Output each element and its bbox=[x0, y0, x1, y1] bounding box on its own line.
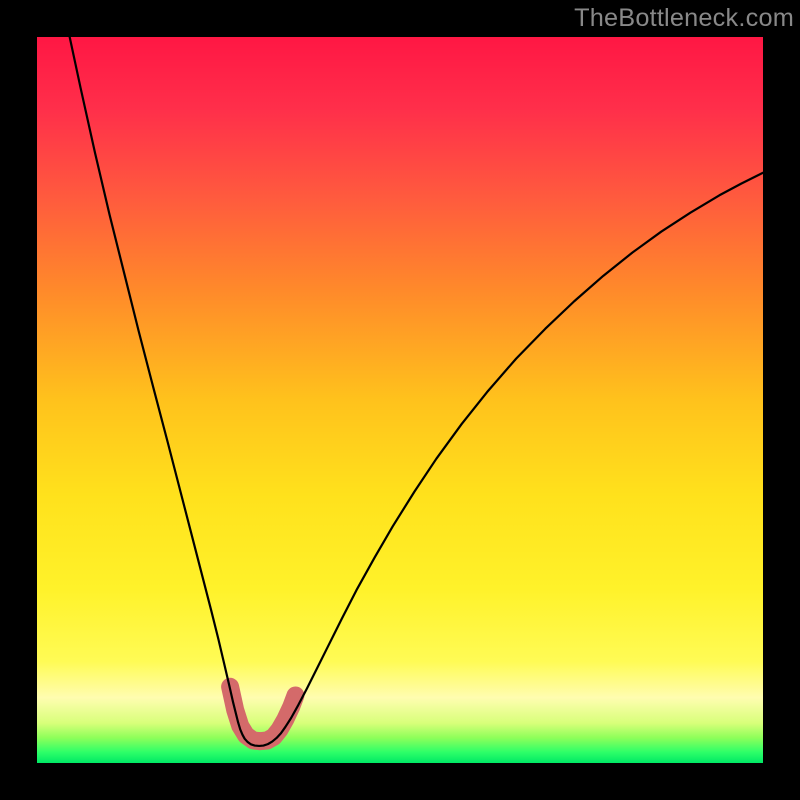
watermark-text: TheBottleneck.com bbox=[574, 4, 794, 33]
chart-svg bbox=[37, 37, 763, 763]
plot-frame: TheBottleneck.com bbox=[0, 0, 800, 800]
plot-area bbox=[37, 37, 763, 763]
highlight-endpoint-right bbox=[290, 690, 300, 700]
chart-background bbox=[37, 37, 763, 763]
